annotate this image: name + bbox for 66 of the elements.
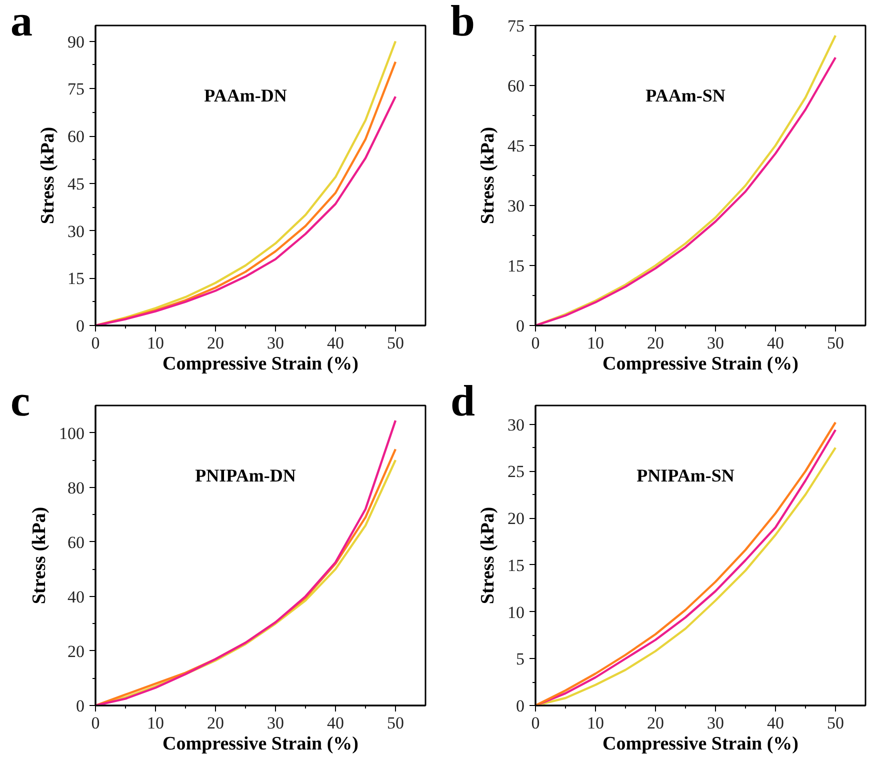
x-tick-label: 20 [207,334,224,352]
text: PAAm-SN [646,86,726,106]
text: b [450,0,475,46]
y-tick-label: 60 [68,127,84,146]
x-tick-label: 20 [647,714,664,732]
y-tick-label: 100 [59,424,84,443]
text: PNIPAm-SN [636,466,734,486]
y-tick-label: 5 [516,650,524,669]
x-tick-label: 20 [207,714,224,732]
y-tick-label: 10 [508,602,524,622]
x-tick-label: 0 [91,714,100,732]
y-tick-label: 60 [508,76,524,96]
y-tick-label: 80 [68,478,84,498]
y-tick-label: 30 [68,222,84,241]
x-tick-label: 20 [647,334,664,352]
x-axis-title: Compressive Strain (%) [602,354,798,374]
y-tick-label: 20 [68,642,84,661]
y-axis-title: Stress (kPa) [29,506,50,604]
y-tick-label: 0 [516,316,524,336]
y-tick-label: 60 [68,532,84,552]
y-tick-label: 0 [76,316,84,336]
x-axis-title: Compressive Strain (%) [162,354,358,374]
y-tick-label: 75 [508,16,524,36]
x-tick-label: 30 [707,714,724,732]
x-tick-label: 40 [327,714,344,732]
x-tick-label: 0 [531,334,540,352]
x-tick-label: 50 [387,334,404,352]
text: a [10,0,32,46]
x-tick-label: 30 [267,334,284,352]
y-axis-title: Stress (kPa) [38,126,58,224]
x-tick-label: 50 [387,714,404,732]
x-tick-label: 0 [91,334,100,352]
y-axis-title: Stress (kPa) [478,126,498,224]
y-tick-label: 15 [68,269,84,288]
x-tick-label: 40 [767,714,784,732]
y-tick-label: 20 [508,509,524,528]
y-tick-label: 0 [516,696,524,716]
y-tick-label: 25 [508,462,524,482]
x-tick-label: 40 [327,334,344,352]
y-tick-label: 45 [508,136,524,156]
x-tick-label: 10 [587,714,604,732]
y-tick-label: 40 [68,587,84,606]
y-tick-label: 30 [508,415,524,434]
x-axis-title: Compressive Strain (%) [602,734,798,754]
y-tick-label: 90 [68,32,84,52]
text: d [450,376,475,426]
y-tick-label: 0 [76,696,84,716]
text: PNIPAm-DN [195,466,296,486]
y-tick-label: 30 [508,196,524,216]
y-tick-label: 75 [68,80,84,99]
y-axis-title: Stress (kPa) [478,506,498,604]
y-tick-label: 15 [508,556,524,575]
y-tick-label: 45 [68,174,84,194]
x-tick-label: 40 [767,334,784,352]
x-tick-label: 10 [147,334,164,352]
x-tick-label: 30 [707,334,724,352]
x-tick-label: 50 [827,714,844,732]
text: c [10,376,30,426]
text: PAAm-DN [204,86,287,106]
y-tick-label: 15 [508,256,524,276]
x-tick-label: 50 [827,334,844,352]
x-tick-label: 30 [267,714,284,732]
x-tick-label: 10 [587,334,604,352]
x-axis-title: Compressive Strain (%) [162,734,358,754]
x-tick-label: 10 [147,714,164,732]
x-tick-label: 0 [531,714,540,732]
